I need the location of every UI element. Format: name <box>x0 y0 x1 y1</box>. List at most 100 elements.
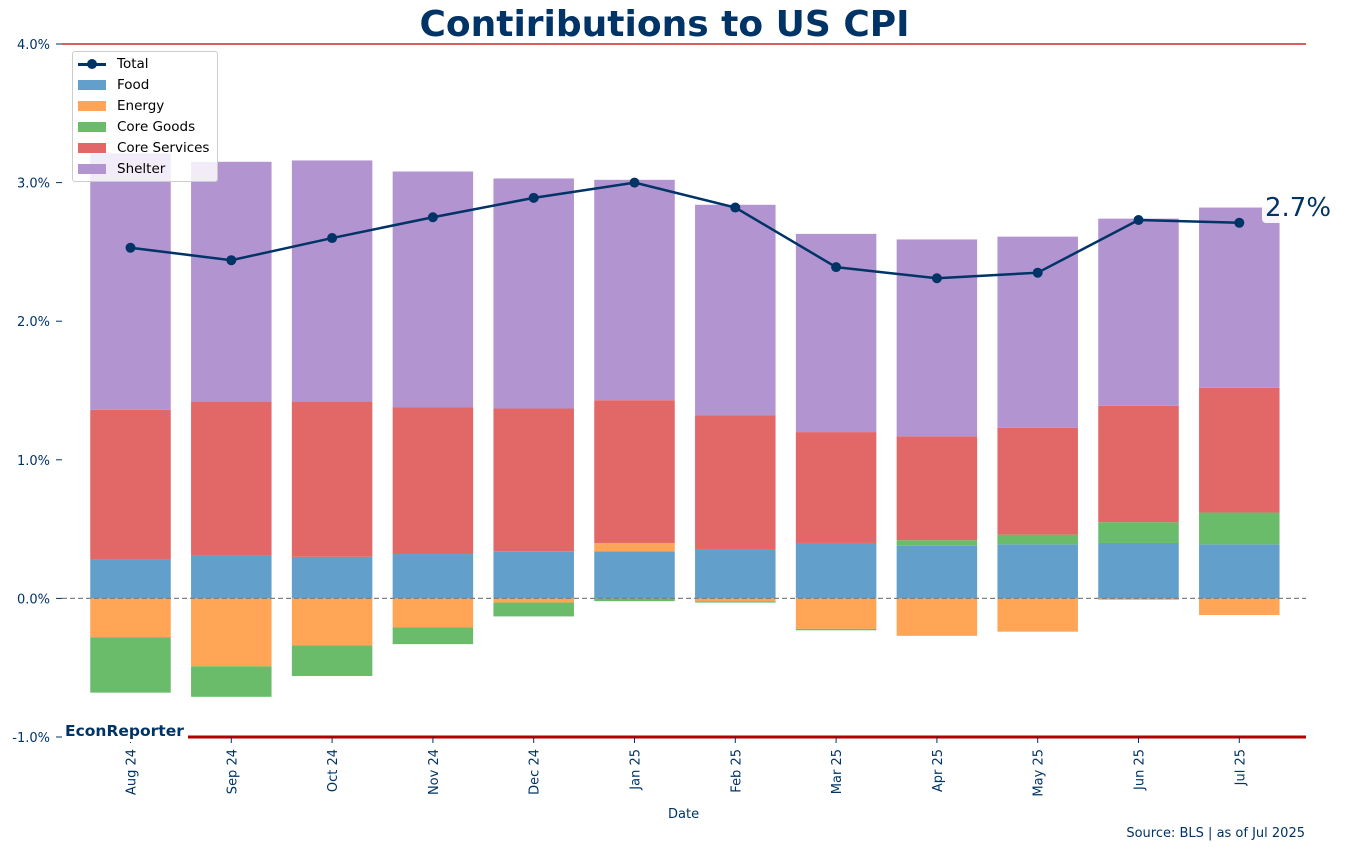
bar-core-goods <box>997 534 1078 545</box>
x-axis-label: Date <box>668 807 700 822</box>
bar-core-services <box>1199 387 1280 513</box>
bar-energy <box>695 598 776 602</box>
legend-item-core-goods: Core Goods <box>78 117 195 137</box>
bar-core-goods <box>896 540 978 546</box>
bar-shelter <box>1199 207 1280 388</box>
x-tick-label: Aug 24 <box>125 749 140 795</box>
bar-shelter <box>392 171 474 408</box>
bar-energy <box>997 598 1078 632</box>
bar-shelter <box>191 161 272 402</box>
x-tick-label: Oct 24 <box>326 749 341 792</box>
bar-food <box>191 555 272 599</box>
total-point <box>528 192 539 203</box>
bar-shelter <box>1098 218 1179 406</box>
bar-core-goods <box>1098 522 1179 543</box>
bar-core-goods <box>90 637 171 693</box>
legend-item-shelter: Shelter <box>78 159 165 179</box>
bar-food <box>896 545 978 599</box>
bar-core-goods <box>392 627 474 645</box>
bar-energy <box>1199 598 1280 616</box>
x-tick-label: Mar 25 <box>830 749 845 794</box>
bar-core-services <box>896 436 978 541</box>
x-tick-label: Jul 25 <box>1233 749 1248 786</box>
legend-swatch-food <box>78 80 106 90</box>
x-tick-label: Sep 24 <box>225 749 240 794</box>
bar-core-services <box>594 400 675 543</box>
legend-item-energy: Energy <box>78 96 164 116</box>
bar-energy <box>795 598 877 629</box>
bar-core-goods <box>291 645 373 677</box>
bar-energy <box>191 598 272 667</box>
bar-core-goods <box>795 628 877 631</box>
y-tick-label: 0.0% <box>17 592 50 607</box>
x-tick-label: Jun 25 <box>1133 749 1148 791</box>
brand-watermark: EconReporter <box>62 722 188 742</box>
x-tick-label: Jan 25 <box>629 749 644 791</box>
bar-core-services <box>191 401 272 556</box>
x-tick-label: Feb 25 <box>729 749 744 793</box>
total-point <box>327 233 338 244</box>
x-tick-label: Dec 24 <box>528 749 543 795</box>
bar-energy <box>1098 598 1179 600</box>
bar-food <box>594 551 675 599</box>
bar-shelter <box>493 178 574 409</box>
bar-food <box>493 551 574 599</box>
legend-label-core-services: Core Services <box>117 140 210 156</box>
bar-food <box>1098 542 1179 599</box>
bar-shelter <box>594 179 675 401</box>
legend-swatch-energy <box>78 101 106 111</box>
y-tick-label: 1.0% <box>17 454 50 469</box>
bar-shelter <box>90 153 171 410</box>
last-value-label: 2.7% <box>1262 193 1335 223</box>
y-tick-label: 4.0% <box>17 38 50 53</box>
bar-energy <box>291 598 373 646</box>
y-tick-label: 2.0% <box>17 315 50 330</box>
total-point <box>831 262 842 273</box>
legend: Total Food Energy Core Goods Core Servic… <box>72 51 218 182</box>
bar-core-services <box>695 415 776 550</box>
legend-swatch-shelter <box>78 164 106 174</box>
total-point <box>427 212 438 223</box>
chart-title: Contiributions to US CPI <box>419 4 910 45</box>
bar-core-services <box>1098 405 1179 523</box>
bar-core-goods <box>493 602 574 617</box>
bar-core-goods <box>695 601 776 603</box>
legend-swatch-core-services <box>78 143 106 153</box>
legend-item-food: Food <box>78 75 149 95</box>
bar-shelter <box>896 239 978 437</box>
bar-core-goods <box>1199 512 1280 545</box>
total-point <box>125 242 136 253</box>
bar-food <box>695 549 776 599</box>
bar-core-services <box>493 408 574 552</box>
total-point <box>629 177 640 188</box>
total-point <box>1133 215 1144 226</box>
legend-label-energy: Energy <box>117 98 165 114</box>
bar-core-goods <box>191 666 272 697</box>
legend-label-core-goods: Core Goods <box>117 119 196 135</box>
bar-energy <box>896 598 978 636</box>
bar-energy <box>594 542 675 552</box>
bar-shelter <box>291 160 373 402</box>
total-point <box>1032 267 1043 278</box>
legend-item-total: Total <box>78 54 149 74</box>
bar-core-services <box>795 432 877 543</box>
legend-label-food: Food <box>117 77 150 93</box>
total-point <box>226 255 237 266</box>
legend-item-core-services: Core Services <box>78 138 209 158</box>
bar-food <box>90 559 171 599</box>
x-tick-label: Nov 24 <box>427 749 442 795</box>
bar-energy <box>493 598 574 603</box>
bar-food <box>997 544 1078 599</box>
legend-label-shelter: Shelter <box>117 161 166 177</box>
legend-swatch-core-goods <box>78 122 106 132</box>
bar-food <box>795 542 877 599</box>
total-line <box>130 181 1240 280</box>
y-tick-label: 3.0% <box>17 177 50 192</box>
bar-energy <box>392 598 474 628</box>
bar-food <box>1199 544 1280 599</box>
bar-core-services <box>291 401 373 557</box>
bar-core-services <box>997 427 1078 535</box>
bar-shelter <box>997 236 1078 428</box>
total-point <box>1234 217 1245 228</box>
legend-label-total: Total <box>117 56 149 72</box>
